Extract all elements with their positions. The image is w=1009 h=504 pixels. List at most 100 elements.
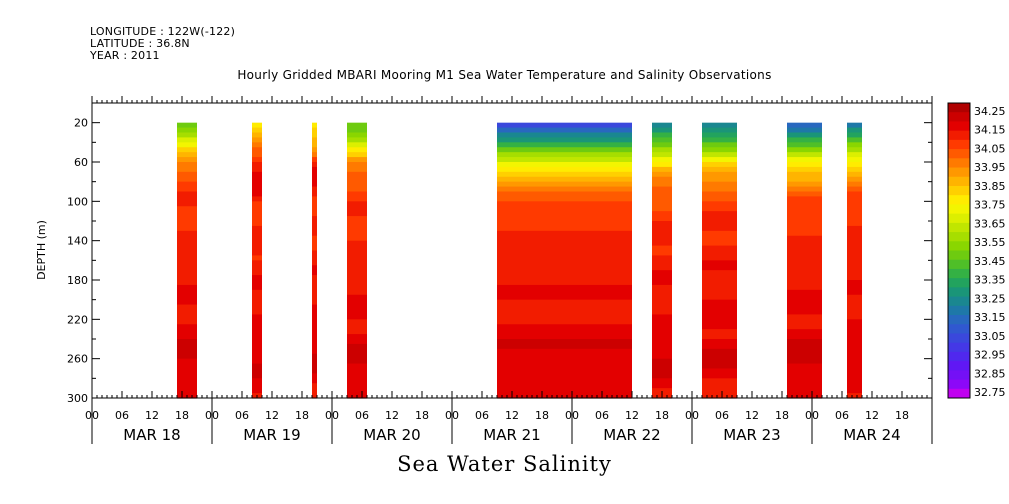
salinity-cell [847,260,862,266]
salinity-cell [347,383,367,389]
salinity-cell [787,265,822,271]
salinity-cell [847,122,862,129]
salinity-cell [847,284,862,291]
salinity-cell [702,206,737,212]
colorbar-swatch [948,232,970,242]
salinity-cell [497,289,632,296]
salinity-cell [252,162,262,168]
colorbar-swatch [948,241,970,251]
salinity-cell [652,211,672,217]
salinity-cell [702,275,737,281]
x-tick-label: 12 [865,409,879,422]
salinity-cell [702,166,737,173]
salinity-cell [702,171,737,178]
colorbar-swatch [948,361,970,371]
salinity-cell [847,393,862,399]
data-segment [847,122,862,399]
salinity-cell [847,339,862,345]
x-tick-label: 12 [265,409,279,422]
salinity-cell [177,230,197,237]
salinity-cell [787,319,822,325]
salinity-cell [312,166,317,173]
salinity-cell [252,211,262,217]
colorbar-swatch [948,268,970,279]
salinity-cell [347,235,367,242]
salinity-cell [787,166,822,173]
salinity-cell [347,309,367,316]
salinity-cell [787,289,822,296]
x-tick-label: 18 [415,409,429,422]
salinity-cell [652,132,672,139]
salinity-cell [702,137,737,143]
salinity-cell [787,363,822,370]
salinity-cell [497,309,632,316]
salinity-cell [787,280,822,286]
salinity-cell [787,388,822,394]
salinity-cell [177,176,197,183]
colorbar-swatch [948,204,970,215]
salinity-cell [702,388,737,394]
salinity-cell [497,230,632,237]
salinity-cell [252,142,262,148]
salinity-cell [497,314,632,320]
salinity-cell [702,152,737,158]
salinity-cell [252,294,262,301]
salinity-cell [252,157,262,163]
salinity-cell [847,221,862,227]
salinity-cell [702,289,737,296]
salinity-cell [312,142,317,148]
salinity-cell [847,324,862,330]
salinity-cell [847,329,862,335]
salinity-cell [787,176,822,183]
salinity-cell [177,127,197,134]
salinity-cell [702,176,737,183]
salinity-cell [177,363,197,370]
data-segment [177,122,197,399]
salinity-cell [347,166,367,173]
colorbar-swatch [948,139,970,150]
salinity-cell [787,201,822,207]
salinity-cell [497,388,632,394]
salinity-cell [497,334,632,340]
x-day-label: MAR 23 [723,426,780,444]
salinity-cell [312,353,317,360]
salinity-cell [497,225,632,232]
salinity-cell [787,186,822,193]
salinity-cell [497,378,632,384]
salinity-cell [252,270,262,276]
salinity-cell [652,255,672,261]
colorbar-swatch [948,213,970,224]
salinity-cell [702,260,737,266]
salinity-cell [847,142,862,148]
salinity-cell [177,309,197,316]
salinity-cell [787,358,822,365]
salinity-cell [252,358,262,365]
salinity-cell [312,309,317,316]
salinity-cell [497,270,632,276]
salinity-cell [652,363,672,370]
salinity-cell [177,122,197,129]
salinity-cell [347,132,367,139]
x-tick-label: 06 [475,409,489,422]
salinity-cell [177,284,197,291]
salinity-cell [847,265,862,271]
salinity-cell [787,250,822,257]
salinity-cell [652,289,672,296]
salinity-cell [347,324,367,330]
salinity-cell [312,393,317,399]
salinity-cell [177,211,197,217]
salinity-cell [497,127,632,134]
salinity-cell [497,166,632,173]
salinity-cell [652,191,672,198]
salinity-cell [787,324,822,330]
salinity-cell [347,388,367,394]
salinity-cell [787,225,822,232]
salinity-cell [652,270,672,276]
salinity-cell [787,240,822,247]
salinity-cell [497,250,632,257]
salinity-cell [652,166,672,173]
salinity-cell [787,132,822,139]
salinity-cell [347,250,367,257]
salinity-cell [177,353,197,360]
salinity-cell [847,289,862,296]
